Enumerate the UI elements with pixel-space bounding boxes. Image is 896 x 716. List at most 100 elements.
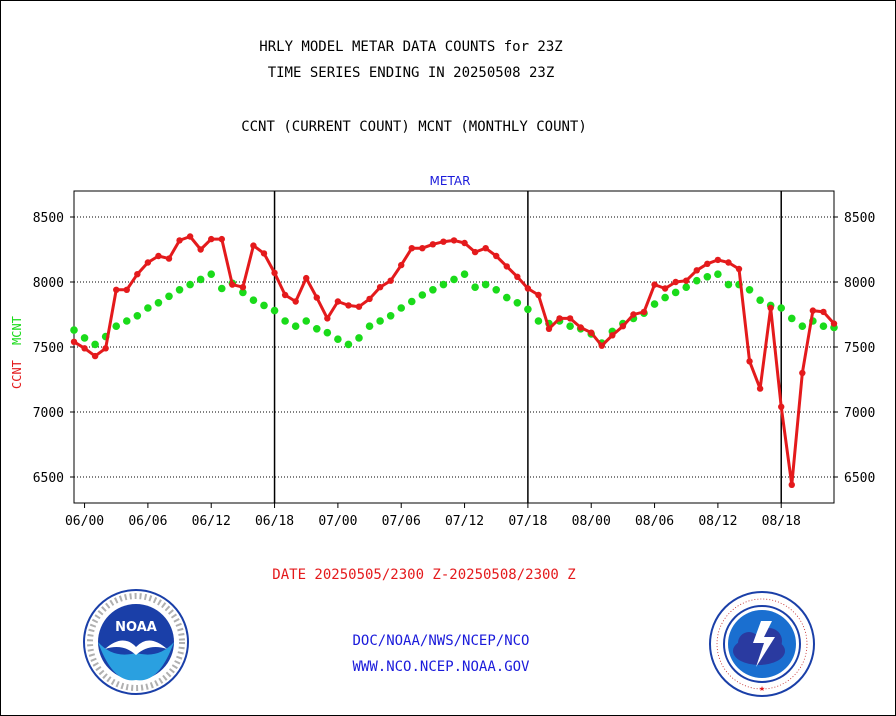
- mcnt-point: [745, 286, 754, 294]
- chart-subtitle: TIME SERIES ENDING IN 20250508 23Z: [267, 65, 555, 81]
- mcnt-point: [196, 275, 205, 284]
- chart-title: HRLY MODEL METAR DATA COUNTS for 23Z: [259, 39, 563, 55]
- ccnt-point: [271, 269, 278, 277]
- mcnt-point: [397, 304, 406, 312]
- mcnt-point: [207, 270, 216, 278]
- y-tick-label-left: 8000: [33, 276, 64, 291]
- x-tick-label: 06/06: [128, 514, 167, 529]
- x-tick-label: 08/18: [762, 514, 801, 529]
- mcnt-point: [260, 301, 268, 310]
- ccnt-point: [661, 285, 669, 292]
- ccnt-point: [471, 248, 479, 256]
- mcnt-point: [355, 334, 363, 342]
- mcnt-point: [270, 306, 279, 315]
- ccnt-point: [345, 302, 352, 309]
- mcnt-point: [650, 300, 659, 308]
- ccnt-point: [535, 291, 542, 299]
- mcnt-point: [524, 305, 532, 314]
- website-link[interactable]: WWW.NCO.NCEP.NOAA.GOV: [352, 659, 530, 675]
- mcnt-point: [471, 283, 479, 291]
- y-axis-label-svg: CCNT MCNT: [10, 316, 24, 389]
- ccnt-point: [165, 255, 173, 262]
- ccnt-point: [260, 250, 268, 257]
- ccnt-point: [281, 291, 289, 299]
- mcnt-point: [566, 322, 574, 330]
- svg-text:★: ★: [759, 685, 765, 693]
- ccnt-point: [70, 338, 78, 345]
- mcnt-point: [186, 280, 194, 289]
- ccnt-point: [197, 246, 204, 253]
- date-range: DATE 20250505/2300 Z-20250508/2300 Z: [272, 567, 576, 583]
- ccnt-point: [556, 315, 563, 322]
- mcnt-point: [291, 322, 300, 330]
- ccnt-point: [799, 369, 806, 377]
- ccnt-point: [640, 308, 648, 316]
- x-tick-label: 07/18: [508, 514, 547, 529]
- x-tick-label: 06/18: [255, 514, 294, 529]
- ccnt-point: [545, 325, 553, 332]
- mcnt-point: [439, 280, 448, 289]
- mcnt-point: [798, 322, 807, 330]
- ccnt-point: [366, 295, 373, 303]
- ccnt-point: [123, 286, 130, 293]
- noaa-logo-svg: NOAA: [83, 589, 189, 695]
- y-tick-label-left: 8500: [33, 211, 64, 226]
- mcnt-point: [819, 322, 828, 330]
- ccnt-point: [144, 259, 152, 266]
- ccnt-point: [482, 245, 489, 252]
- mcnt-point: [502, 293, 511, 302]
- noaa-logo-text: NOAA: [115, 620, 157, 635]
- y-tick-label-right: 8500: [844, 211, 875, 226]
- ccnt-point: [683, 277, 690, 284]
- mcnt-point: [217, 284, 226, 293]
- mcnt-point: [365, 322, 374, 330]
- ccnt-point: [830, 320, 838, 327]
- mcnt-point: [534, 317, 543, 325]
- ccnt-point: [218, 235, 225, 243]
- ccnt-point: [334, 298, 342, 305]
- mcnt-point: [70, 326, 78, 334]
- mcnt-point: [112, 322, 121, 330]
- x-tick-label: 07/00: [318, 514, 357, 529]
- ccnt-point: [239, 284, 247, 291]
- ccnt-point: [588, 329, 595, 336]
- mcnt-point: [91, 340, 99, 349]
- doc-link[interactable]: DOC/NOAA/NWS/NCEP/NCO: [352, 633, 530, 649]
- mcnt-point: [386, 312, 395, 320]
- ccnt-point: [809, 307, 817, 314]
- ylabel-mcnt: MCNT: [10, 316, 24, 345]
- mcnt-point: [724, 280, 733, 289]
- ccnt-point: [746, 358, 753, 365]
- ccnt-point: [176, 237, 183, 244]
- mcnt-point: [714, 270, 722, 278]
- y-tick-label-right: 8000: [844, 276, 875, 291]
- grid: [74, 216, 834, 478]
- ccnt-point: [651, 281, 658, 288]
- ylabel-ccnt: CCNT: [10, 360, 24, 389]
- ccnt-point: [229, 281, 236, 288]
- ccnt-point: [186, 233, 194, 240]
- ccnt-point: [619, 323, 627, 330]
- mcnt-point: [281, 317, 289, 325]
- ccnt-point: [514, 273, 521, 280]
- ccnt-point: [598, 342, 605, 349]
- ccnt-point: [577, 324, 584, 331]
- mcnt-point: [787, 314, 796, 323]
- ccnt-point: [419, 245, 426, 252]
- y-axis-label: CCNT MCNT: [7, 301, 27, 401]
- ccnt-point: [450, 237, 458, 244]
- mcnt-point: [492, 286, 501, 294]
- mcnt-point: [323, 328, 332, 337]
- y-tick-label-left: 6500: [33, 471, 64, 486]
- ccnt-point: [429, 241, 437, 248]
- mcnt-point: [418, 291, 427, 299]
- ccnt-point: [113, 286, 120, 293]
- line-chart: 6500 6500 7000 7000 7500 7500 8000 8000 8500 8500…: [33, 174, 876, 529]
- ccnt-point: [756, 385, 764, 392]
- mcnt-point: [239, 288, 247, 297]
- nws-logo: ★: [709, 591, 815, 701]
- plot-border: [73, 190, 835, 504]
- y-tick-label-right: 6500: [844, 471, 875, 486]
- mcnt-point: [80, 334, 89, 342]
- x-tick-label: 06/12: [192, 514, 231, 529]
